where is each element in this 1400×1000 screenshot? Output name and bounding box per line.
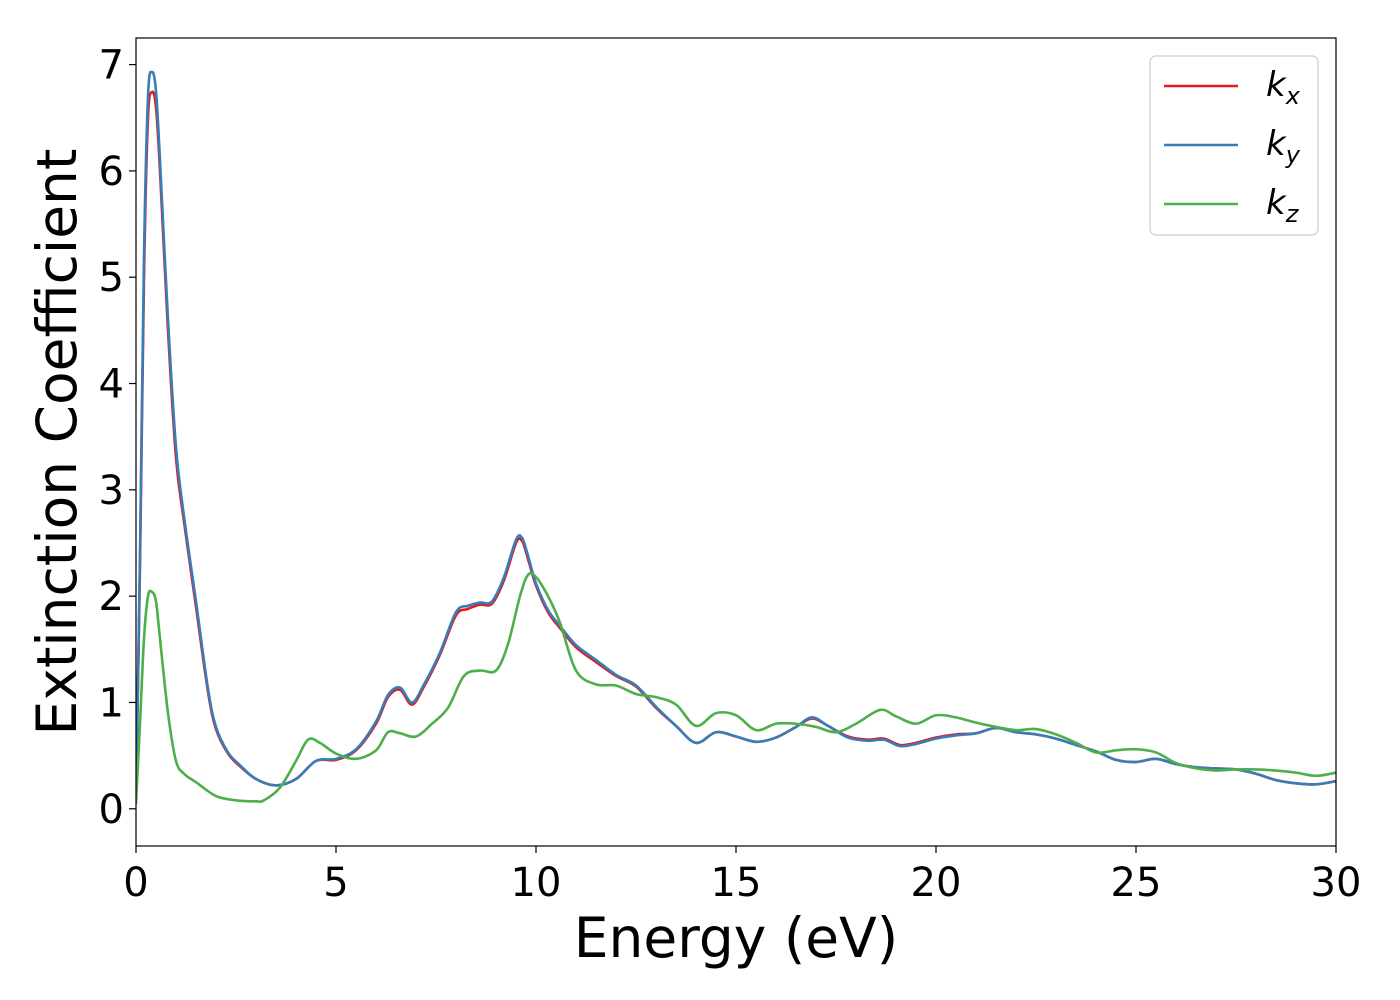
y-tick-label: 1	[99, 680, 124, 726]
y-tick-label: 3	[99, 468, 124, 514]
y-tick-label: 7	[99, 43, 124, 89]
legend: kx ky kz	[1149, 55, 1319, 236]
x-tick-label: 10	[511, 860, 562, 906]
x-tick-label: 0	[123, 860, 148, 906]
legend-label-k-z: kz	[1266, 183, 1300, 228]
y-axis-title: Extinction Coefficient	[25, 149, 89, 736]
x-axis-ticks: 0 5 10 15 20 25 30	[123, 846, 1361, 906]
legend-label-k-x: kx	[1266, 65, 1301, 110]
x-tick-label: 30	[1311, 860, 1362, 906]
y-tick-label: 2	[99, 574, 124, 620]
y-tick-label: 6	[99, 149, 124, 195]
x-tick-label: 15	[711, 860, 762, 906]
y-tick-label: 0	[99, 787, 124, 833]
x-axis-title: Energy (eV)	[574, 906, 898, 970]
series-line-k-z	[136, 571, 1336, 805]
series-line-k-y	[136, 70, 1336, 800]
x-tick-label: 20	[911, 860, 962, 906]
y-tick-label: 5	[99, 255, 124, 301]
x-tick-label: 5	[323, 860, 348, 906]
series-layer	[136, 70, 1336, 805]
y-tick-label: 4	[99, 362, 124, 408]
x-tick-label: 25	[1111, 860, 1162, 906]
legend-label-k-y: ky	[1266, 124, 1301, 169]
y-axis-ticks: 0 1 2 3 4 5 6 7	[99, 43, 136, 833]
